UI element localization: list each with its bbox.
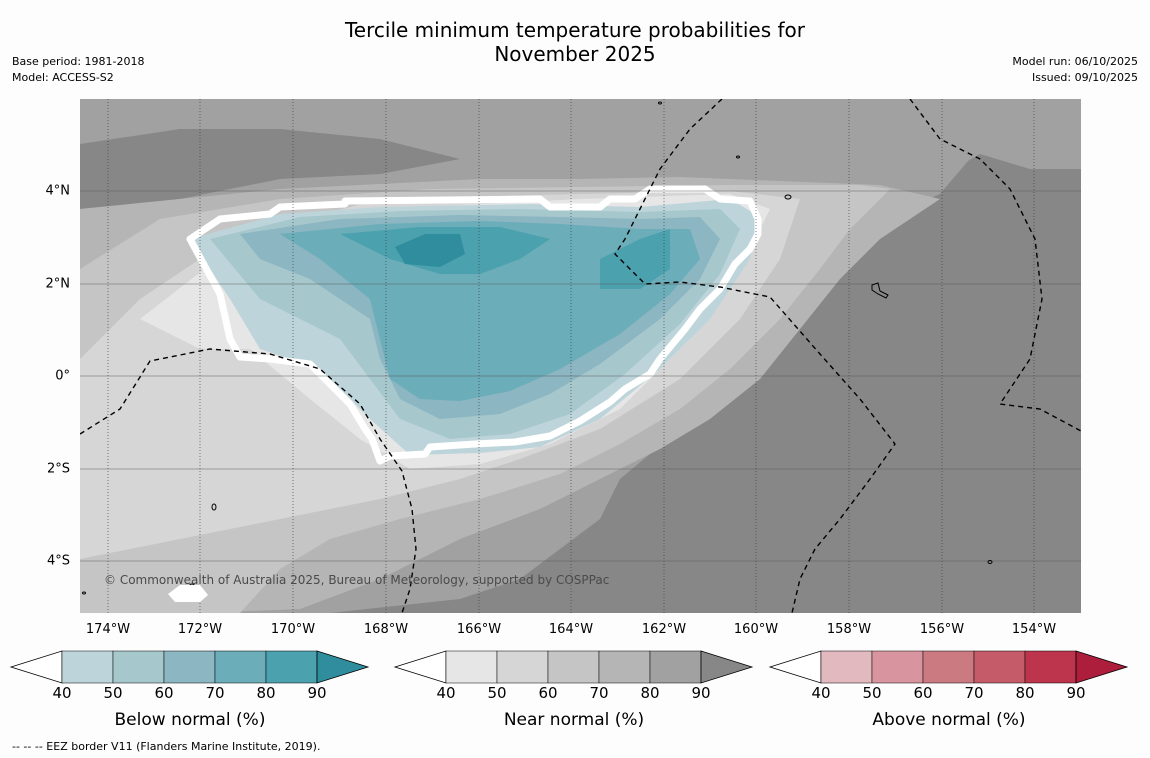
colorbar-near-tick: 50: [487, 684, 507, 702]
island-6: [987, 560, 993, 564]
colorbar-near-tick: 70: [589, 684, 609, 702]
lon-label-162w: 162°W: [641, 622, 687, 637]
colorbar-near-bin-50: [496, 650, 549, 684]
lon-label-172w: 172°W: [177, 622, 223, 637]
colorbar-near-tick: 40: [436, 684, 456, 702]
colorbar-above-min-arrow: [769, 650, 822, 684]
meta-left: Base period: 1981-2018 Model: ACCESS-S2: [12, 54, 144, 86]
colorbar-near-normal: 40 50 60 70 80 90 Near normal (%): [394, 650, 754, 730]
lon-label-170w: 170°W: [270, 622, 316, 637]
colorbar-above-bin-70: [973, 650, 1026, 684]
colorbar-below-bin-70: [214, 650, 267, 684]
lat-label-2n: 2°N: [45, 276, 71, 292]
colorbar-near-swatches: [394, 650, 754, 684]
below-90-region: [395, 234, 465, 267]
colorbar-below-tick: 50: [103, 684, 123, 702]
colorbar-below-tick: 80: [256, 684, 276, 702]
colorbar-below-tick: 70: [205, 684, 225, 702]
map-latlines: [80, 190, 1081, 562]
colorbar-near-label: Near normal (%): [503, 710, 645, 730]
colorbar-below-bin-60: [163, 650, 216, 684]
meta-right: Model run: 06/10/2025 Issued: 09/10/2025: [1012, 54, 1138, 86]
colorbar-near-tick: 80: [640, 684, 660, 702]
colorbar-above-bin-40: [820, 650, 873, 684]
colorbar-below-swatches: [10, 650, 370, 684]
colorbar-below-normal: 40 50 60 70 80 90 Below normal (%): [10, 650, 370, 730]
lon-label-164w: 164°W: [548, 622, 594, 637]
island-kiritimati: [871, 282, 889, 299]
island-7: [82, 591, 86, 595]
colorbar-above-swatches: [769, 650, 1129, 684]
colorbar-below-tick: 40: [52, 684, 72, 702]
colorbar-above-tick: 60: [913, 684, 933, 702]
base-period: Base period: 1981-2018: [12, 55, 145, 68]
colorbar-below-min-arrow: [10, 650, 63, 684]
lon-label-156w: 156°W: [919, 622, 965, 637]
lon-label-166w: 166°W: [456, 622, 502, 637]
issued-date: Issued: 09/10/2025: [1031, 71, 1138, 84]
map-title: Tercile minimum temperature probabilitie…: [0, 18, 1150, 66]
lat-label-4s: 4°S: [46, 553, 70, 569]
white-patch: [168, 585, 208, 602]
colorbar-below-max-arrow: [316, 650, 370, 684]
near-80-band-top: [80, 99, 1081, 144]
lat-label-4n: 4°N: [45, 183, 71, 199]
island-4: [211, 503, 217, 511]
model-run: Model run: 06/10/2025: [1012, 55, 1138, 68]
colorbar-above-normal: 40 50 60 70 80 90 Above normal (%): [769, 650, 1129, 730]
colorbar-above-tick: 50: [862, 684, 882, 702]
title-line-1: Tercile minimum temperature probabilitie…: [344, 18, 806, 42]
colorbar-above-tick: 40: [811, 684, 831, 702]
colorbar-above-bin-80: [1024, 650, 1077, 684]
lon-label-154w: 154°W: [1011, 622, 1057, 637]
probability-map: © Commonwealth of Australia 2025, Bureau…: [80, 99, 1081, 613]
below-80-region-east: [600, 229, 670, 289]
colorbar-above-bin-50: [871, 650, 924, 684]
colorbar-above-tick: 80: [1015, 684, 1035, 702]
island-1: [658, 101, 662, 105]
lon-label-160w: 160°W: [733, 622, 779, 637]
colorbar-near-bin-60: [547, 650, 600, 684]
colorbar-above-tick: 90: [1066, 684, 1086, 702]
colorbar-below-tick: 60: [154, 684, 174, 702]
eez-borders: [80, 99, 1081, 613]
colorbar-below-bin-40: [61, 650, 114, 684]
title-line-2: November 2025: [494, 42, 656, 66]
model-name: Model: ACCESS-S2: [12, 71, 114, 84]
colorbar-above-tick: 70: [964, 684, 984, 702]
lon-label-158w: 158°W: [826, 622, 872, 637]
colorbar-near-tick: 90: [691, 684, 711, 702]
colorbar-below-bin-50: [112, 650, 165, 684]
lon-label-168w: 168°W: [363, 622, 409, 637]
copyright-notice: © Commonwealth of Australia 2025, Bureau…: [104, 573, 609, 587]
colorbar-above-max-arrow: [1075, 650, 1129, 684]
below-70-region: [280, 221, 700, 401]
colorbar-near-min-arrow: [394, 650, 447, 684]
colorbar-below-bin-80: [265, 650, 318, 684]
colorbar-below-label: Below normal (%): [114, 710, 266, 730]
island-3: [784, 194, 792, 200]
eez-legend-note: -- -- -- EEZ border V11 (Flanders Marine…: [12, 740, 321, 753]
significance-contour: [186, 185, 762, 465]
lat-label-2s: 2°S: [46, 461, 70, 477]
islands: [82, 101, 993, 595]
colorbar-near-bin-80: [649, 650, 702, 684]
colorbar-above-bin-60: [922, 650, 975, 684]
colorbar-above-label: Above normal (%): [872, 710, 1026, 730]
colorbar-near-bin-70: [598, 650, 651, 684]
colorbar-below-tick: 90: [307, 684, 327, 702]
near-90-band-topleft: [80, 129, 460, 209]
colorbar-near-max-arrow: [700, 650, 754, 684]
lat-label-0: 0°: [55, 368, 70, 384]
colorbar-near-bin-40: [445, 650, 498, 684]
lon-label-174w: 174°W: [85, 622, 131, 637]
colorbar-near-tick: 60: [538, 684, 558, 702]
island-2: [736, 155, 740, 159]
